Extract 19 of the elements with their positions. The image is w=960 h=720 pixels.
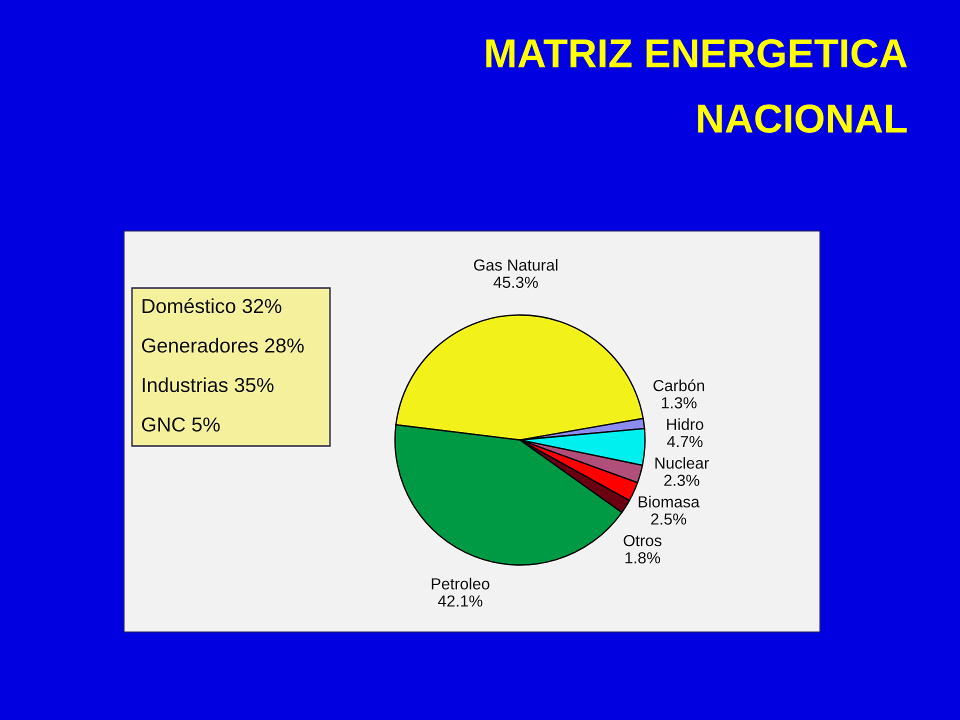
data-label: 1.3% <box>662 397 697 408</box>
slice-label: Biomasa <box>638 496 700 508</box>
slice-label: Gas Natural <box>474 259 558 271</box>
data-label: 1.8% <box>625 552 660 564</box>
slice-label: Carbón <box>654 379 704 392</box>
chart-title: MATRIZ ENERGETICA NACIONAL <box>486 39 907 133</box>
data-label: 45.3% <box>494 276 538 288</box>
data-label: 2.5% <box>651 513 686 525</box>
text: Doméstico 32% <box>142 298 282 314</box>
data-label: 2.3% <box>664 474 700 486</box>
text: GNC 5% <box>142 417 220 432</box>
data-label: 4.7% <box>667 436 703 448</box>
slice-label: Hidro <box>667 418 704 430</box>
text: Industrias 35% <box>142 377 274 392</box>
slice-label: Otros <box>624 534 662 546</box>
slice-label: Nuclear <box>655 457 709 469</box>
data-label: 42.1% <box>438 595 482 607</box>
text: Generadores 28% <box>142 338 304 353</box>
slice-label: Petroleo <box>432 578 490 590</box>
